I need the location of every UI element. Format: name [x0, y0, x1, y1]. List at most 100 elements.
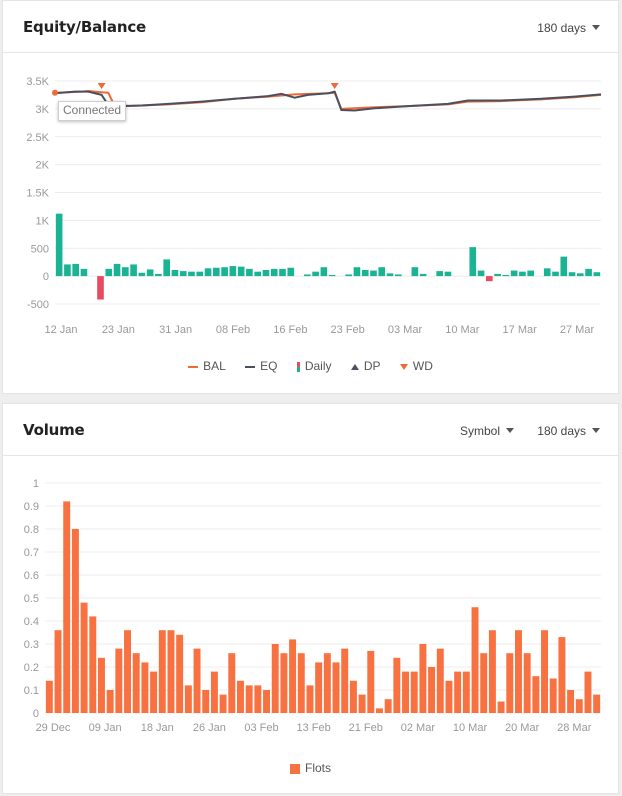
volume-bar: [236, 680, 244, 713]
volume-bar: [471, 607, 479, 713]
daily-bar: [527, 270, 534, 277]
volume-bar: [306, 685, 314, 713]
volume-bar: [297, 653, 305, 713]
volume-bar: [115, 648, 123, 713]
x-tick-label: 20 Mar: [505, 722, 540, 734]
equity-period-dropdown[interactable]: 180 days: [537, 21, 600, 35]
daily-bar: [221, 267, 228, 277]
connected-tooltip: Connected: [58, 101, 127, 121]
equity-panel-header: Equity/Balance 180 days: [3, 1, 618, 53]
volume-chart[interactable]: 0 0.1 0.2 0.3 0.4 0.5 0.6 0.7 0.8 0.9 1 29 Dec 09 Ja…: [3, 470, 618, 752]
volume-bar: [141, 662, 149, 713]
daily-bar: [196, 271, 204, 277]
daily-bar: [486, 276, 493, 282]
volume-bar: [176, 634, 184, 713]
y-tick-label: 0: [43, 271, 49, 283]
daily-bar: [494, 273, 501, 277]
chevron-down-icon: [506, 428, 514, 434]
volume-bar: [210, 671, 218, 713]
volume-bar: [54, 630, 62, 713]
x-tick-label: 23 Feb: [331, 324, 365, 336]
volume-bar: [480, 653, 488, 713]
x-tick-label: 03 Feb: [244, 722, 278, 734]
volume-bar: [219, 694, 227, 713]
y-tick-label: 0.1: [24, 685, 39, 697]
volume-bar: [549, 678, 557, 713]
withdrawal-marker: [330, 83, 339, 89]
daily-bar: [188, 271, 195, 277]
volume-bar: [462, 671, 470, 713]
daily-bar: [378, 267, 386, 277]
bal-line: [54, 90, 602, 110]
volume-bar: [402, 671, 410, 713]
volume-bar: [349, 680, 357, 713]
volume-bar: [132, 653, 140, 713]
symbol-dropdown[interactable]: Symbol: [460, 424, 514, 438]
daily-bar: [519, 271, 526, 277]
volume-bar: [263, 690, 271, 713]
equity-period-label: 180 days: [537, 21, 586, 35]
legend-label: BAL: [203, 358, 226, 373]
daily-bar: [469, 247, 477, 277]
equity-chart[interactable]: 3.5K 3K 2.5K 2K 1.5K 1K 500 0 -500 12 Jan 23 Jan 31…: [3, 61, 618, 351]
daily-bar: [568, 272, 576, 277]
x-tick-label: 08 Feb: [216, 324, 250, 336]
x-tick-label: 02 Mar: [401, 722, 436, 734]
daily-bar: [163, 259, 170, 277]
withdrawal-triangle-icon: [399, 363, 408, 370]
y-tick-label: 0.2: [24, 662, 39, 674]
volume-bar: [124, 630, 132, 713]
withdrawal-marker: [97, 83, 106, 89]
legend-item-eq[interactable]: EQ: [245, 358, 278, 373]
volume-panel-header: Volume Symbol 180 days: [3, 404, 618, 456]
legend-item-flots[interactable]: Flots: [289, 761, 331, 775]
daily-bar: [510, 270, 518, 277]
volume-bar: [506, 653, 514, 713]
volume-bar: [45, 680, 53, 713]
daily-bar: [304, 274, 311, 277]
volume-bar: [375, 708, 383, 713]
legend-item-daily[interactable]: Daily: [296, 359, 332, 373]
daily-bar: [55, 213, 63, 277]
legend-item-bal[interactable]: BAL: [188, 359, 226, 373]
daily-bar: [560, 256, 568, 277]
daily-bar: [229, 266, 237, 277]
x-tick-label: 16 Feb: [273, 324, 307, 336]
x-tick-label: 13 Feb: [297, 722, 331, 734]
daily-bar: [130, 264, 137, 277]
legend-item-dp[interactable]: DP: [350, 359, 381, 373]
x-tick-label: 31 Jan: [159, 324, 192, 336]
volume-bar: [80, 602, 88, 713]
volume-bar: [245, 685, 253, 713]
y-tick-label: 0.7: [24, 547, 39, 559]
deposit-triangle-icon: [350, 363, 359, 370]
daily-bar: [370, 270, 377, 277]
volume-period-dropdown[interactable]: 180 days: [537, 424, 600, 438]
y-tick-label: 0.4: [24, 616, 39, 628]
y-tick-label: 2.5K: [26, 132, 49, 144]
daily-bar: [122, 267, 129, 277]
daily-bar: [254, 271, 261, 277]
y-tick-label: 500: [31, 243, 49, 255]
y-tick-label: 0: [33, 708, 39, 720]
volume-bar: [97, 657, 105, 713]
legend-label: EQ: [260, 358, 278, 373]
y-tick-label: 0.8: [24, 524, 39, 536]
volume-bar: [454, 671, 462, 713]
volume-bar: [419, 644, 427, 713]
y-tick-label: 3K: [36, 104, 50, 116]
volume-bar: [280, 653, 288, 713]
volume-bar: [323, 653, 331, 713]
volume-bar: [184, 685, 192, 713]
volume-period-label: 180 days: [537, 424, 586, 438]
chevron-down-icon: [592, 25, 600, 31]
daily-bar: [577, 273, 584, 277]
volume-bar: [63, 501, 71, 713]
chevron-down-icon: [592, 428, 600, 434]
daily-bar: [72, 263, 79, 277]
flots-square-icon: [289, 763, 300, 774]
volume-bar: [575, 699, 583, 713]
x-tick-label: 09 Jan: [89, 722, 122, 734]
legend-item-wd[interactable]: WD: [399, 359, 433, 373]
x-tick-label: 26 Jan: [193, 722, 226, 734]
